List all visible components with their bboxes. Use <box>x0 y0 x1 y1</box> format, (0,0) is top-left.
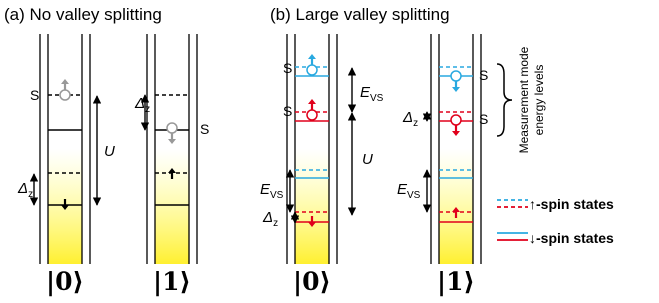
zeeman-label: Δz <box>262 209 278 229</box>
panel-title: (a) No valley splitting <box>4 5 162 24</box>
spin-particle <box>167 123 177 133</box>
panel-title: (b) Large valley splitting <box>270 5 450 24</box>
symbol: Δ <box>402 109 413 126</box>
well-fill <box>439 34 473 264</box>
zeeman-label: Δz <box>402 109 418 129</box>
ket: |1⟩ <box>437 267 475 296</box>
singlet-label: S <box>479 67 488 83</box>
spin-particle <box>307 65 317 75</box>
measurement-label: Measurement mode <box>517 46 531 153</box>
zeeman-label: Δz <box>17 180 33 200</box>
subscript: z <box>145 104 150 115</box>
spin-particle <box>60 90 70 100</box>
symbol: Δ <box>17 180 28 197</box>
exchange-label: U <box>362 151 373 168</box>
spin-particle <box>307 110 317 120</box>
legend-label: ↑-spin states <box>529 196 614 212</box>
valley-label: EVS <box>397 181 421 201</box>
valley-label: EVS <box>360 84 384 104</box>
subscript: z <box>273 218 278 229</box>
singlet-label: S <box>283 103 292 119</box>
subscript: VS <box>270 190 284 201</box>
legend-label: ↓-spin states <box>529 230 614 246</box>
ket: |0⟩ <box>293 267 331 296</box>
well-fill <box>48 34 82 264</box>
shapes <box>34 34 481 264</box>
subscript: VS <box>370 93 384 104</box>
well-fill <box>155 34 189 264</box>
subscript: VS <box>407 190 421 201</box>
symbol: Δ <box>262 209 273 226</box>
spin-particle <box>451 71 461 81</box>
symbol: Δ <box>134 95 145 112</box>
zeeman-label: Δz <box>134 95 150 115</box>
spin-particle <box>451 115 461 125</box>
singlet-label: S <box>283 60 292 76</box>
subscript: z <box>28 189 33 200</box>
brace <box>497 64 512 136</box>
ket: |0⟩ <box>46 267 84 296</box>
valley-label: EVS <box>260 181 284 201</box>
singlet-label: S <box>479 111 488 127</box>
subscript: z <box>413 118 418 129</box>
measurement-label: energy levels <box>532 65 546 136</box>
exchange-label: U <box>104 143 115 160</box>
singlet-label: S <box>30 87 39 103</box>
ket: |1⟩ <box>153 267 191 296</box>
diagram: (a) No valley splitting (b) Large valley… <box>0 0 659 303</box>
singlet-label: S <box>200 121 209 137</box>
